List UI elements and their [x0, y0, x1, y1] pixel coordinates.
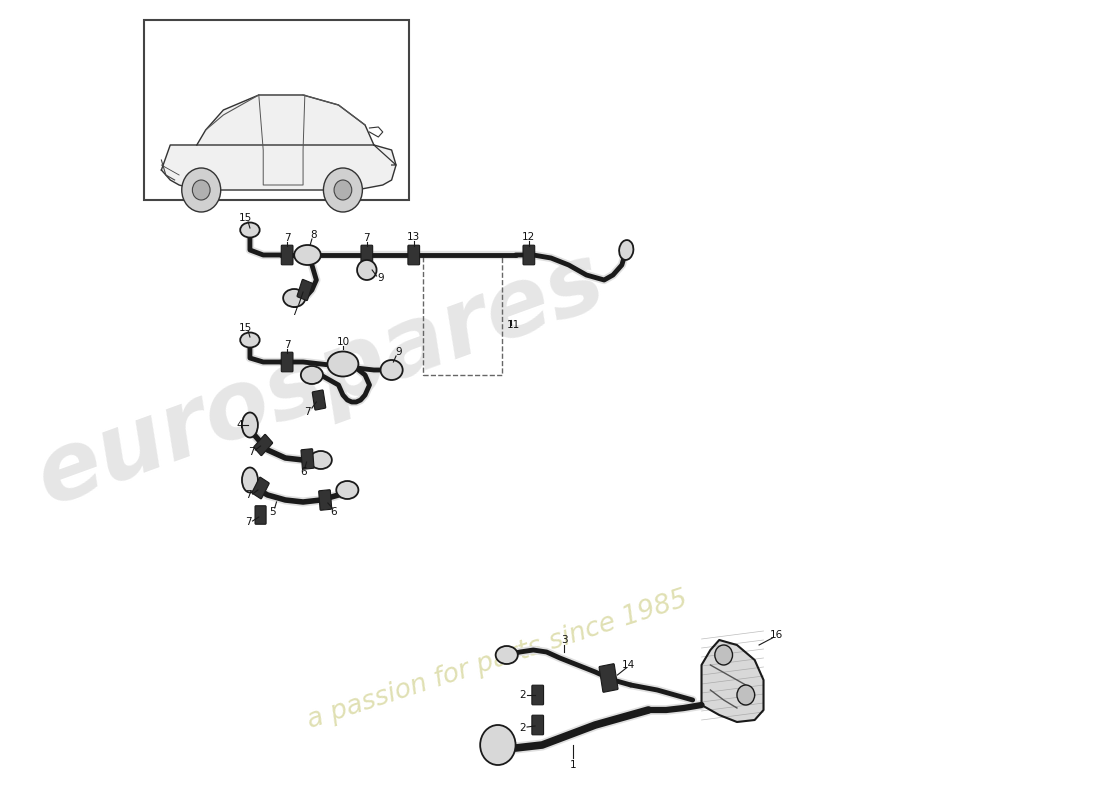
Text: 16: 16 — [770, 630, 783, 640]
Ellipse shape — [294, 245, 321, 265]
Text: 15: 15 — [239, 213, 252, 223]
Text: 9: 9 — [377, 273, 384, 283]
Circle shape — [323, 168, 362, 212]
Text: 1: 1 — [570, 760, 576, 770]
FancyBboxPatch shape — [522, 245, 535, 265]
Ellipse shape — [242, 467, 257, 493]
Text: 2: 2 — [519, 723, 526, 733]
Text: 10: 10 — [337, 337, 350, 347]
Text: 15: 15 — [239, 323, 252, 333]
Polygon shape — [702, 640, 763, 722]
Bar — [422, 255, 503, 375]
FancyBboxPatch shape — [282, 352, 293, 372]
Text: eurospares: eurospares — [24, 234, 617, 526]
Text: 13: 13 — [407, 232, 420, 242]
Text: 7: 7 — [284, 233, 290, 243]
Circle shape — [715, 645, 733, 665]
FancyBboxPatch shape — [252, 477, 270, 499]
Ellipse shape — [283, 289, 306, 307]
Text: a passion for parts since 1985: a passion for parts since 1985 — [305, 586, 691, 734]
Ellipse shape — [242, 413, 257, 438]
FancyBboxPatch shape — [600, 664, 618, 692]
Text: 6: 6 — [300, 467, 307, 477]
Ellipse shape — [381, 360, 403, 380]
FancyBboxPatch shape — [254, 434, 273, 456]
Circle shape — [334, 180, 352, 200]
FancyBboxPatch shape — [361, 245, 373, 265]
Ellipse shape — [310, 451, 332, 469]
Ellipse shape — [496, 646, 518, 664]
Ellipse shape — [300, 366, 323, 384]
Circle shape — [192, 180, 210, 200]
Ellipse shape — [240, 333, 260, 347]
Text: 12: 12 — [522, 232, 536, 242]
FancyBboxPatch shape — [319, 490, 332, 510]
Bar — [144, 20, 409, 200]
Text: 8: 8 — [310, 230, 317, 240]
Ellipse shape — [619, 240, 634, 260]
FancyBboxPatch shape — [532, 685, 543, 705]
FancyBboxPatch shape — [312, 390, 326, 410]
Text: 7: 7 — [305, 407, 311, 417]
Ellipse shape — [481, 725, 516, 765]
Text: 7: 7 — [284, 340, 290, 350]
FancyBboxPatch shape — [282, 245, 293, 265]
Text: 2: 2 — [519, 690, 526, 700]
Text: 3: 3 — [561, 635, 568, 645]
Polygon shape — [162, 145, 396, 190]
Polygon shape — [197, 95, 374, 145]
Ellipse shape — [240, 222, 260, 238]
FancyBboxPatch shape — [532, 715, 543, 734]
Ellipse shape — [328, 351, 359, 377]
Text: 5: 5 — [268, 507, 275, 517]
Text: 7: 7 — [245, 517, 252, 527]
Text: 7: 7 — [249, 447, 255, 457]
Text: 6: 6 — [331, 507, 338, 517]
Circle shape — [737, 685, 755, 705]
FancyBboxPatch shape — [301, 449, 314, 470]
Text: 14: 14 — [623, 660, 636, 670]
FancyBboxPatch shape — [255, 506, 266, 524]
Ellipse shape — [337, 481, 359, 499]
FancyBboxPatch shape — [297, 279, 312, 301]
Ellipse shape — [358, 260, 376, 280]
Text: 9: 9 — [395, 347, 402, 357]
Text: 4: 4 — [236, 420, 243, 430]
Text: 7: 7 — [363, 233, 370, 243]
Text: 11: 11 — [507, 320, 520, 330]
Circle shape — [182, 168, 221, 212]
Text: 7: 7 — [290, 307, 297, 317]
FancyBboxPatch shape — [408, 245, 419, 265]
Text: 7: 7 — [245, 490, 252, 500]
